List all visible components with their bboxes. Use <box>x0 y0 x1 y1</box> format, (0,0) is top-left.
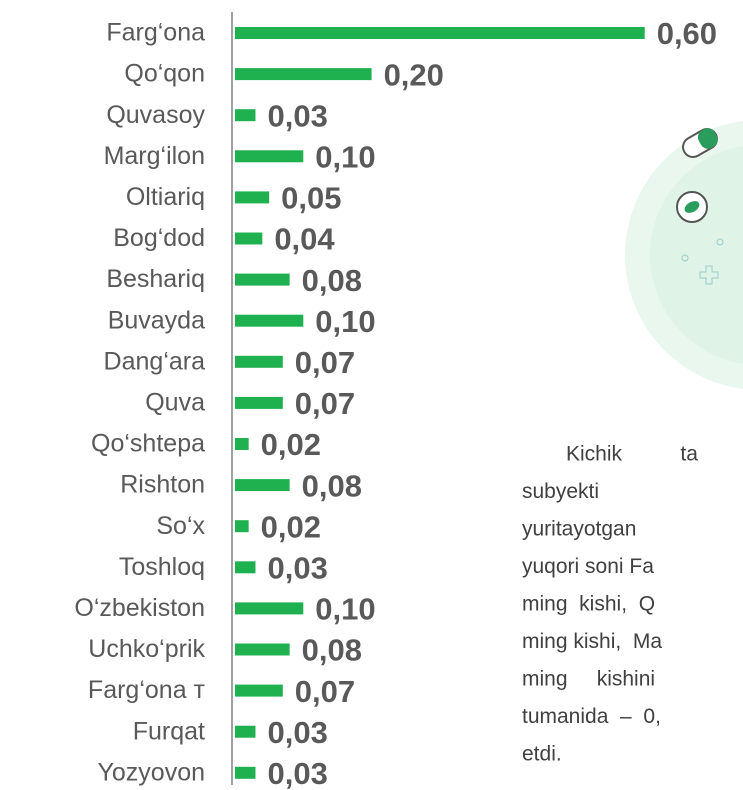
bar <box>235 273 290 286</box>
bar <box>235 355 283 368</box>
bar <box>235 314 304 327</box>
value-label: 0,08 <box>302 468 362 503</box>
value-label: 0,60 <box>657 16 717 51</box>
value-label: 0,05 <box>281 181 341 216</box>
category-label: O‘zbekiston <box>74 594 205 622</box>
bar <box>235 150 304 163</box>
bar <box>235 684 283 697</box>
category-label: Beshariq <box>106 265 205 293</box>
category-label: Bog‘dod <box>113 224 205 252</box>
bar <box>235 232 263 245</box>
category-label: Buvayda <box>108 306 205 334</box>
bar <box>235 766 256 779</box>
paragraph-line: ming kishi, Q <box>522 593 655 616</box>
illustration <box>625 121 743 389</box>
value-label: 0,07 <box>295 674 355 709</box>
paragraph-line: yuritayotgan <box>522 518 636 541</box>
category-label: Oltiariq <box>126 183 205 211</box>
category-label: So‘x <box>156 512 205 540</box>
bar <box>235 109 256 122</box>
value-label: 0,02 <box>261 427 321 462</box>
category-label: Rishton <box>120 471 205 499</box>
category-label: Farg‘ona <box>106 19 205 47</box>
bar <box>235 479 290 492</box>
value-label: 0,20 <box>384 57 444 92</box>
category-label: Toshloq <box>119 553 205 581</box>
paragraph-line: ming kishi, Ma <box>522 630 662 653</box>
category-label: Furqat <box>133 717 205 745</box>
category-label: Qo‘qon <box>124 60 205 88</box>
paragraph-line: Kichik ta <box>566 443 698 466</box>
value-label: 0,07 <box>295 386 355 421</box>
bar <box>235 68 372 81</box>
value-label: 0,02 <box>261 509 321 544</box>
value-label: 0,08 <box>302 263 362 298</box>
bar <box>235 191 270 204</box>
paragraph-line: etdi. <box>522 743 562 766</box>
bar <box>235 561 256 574</box>
bar <box>235 396 283 409</box>
bar <box>235 602 304 615</box>
value-label: 0,04 <box>274 222 335 257</box>
paragraph-line: ming kishini <box>522 668 655 691</box>
bar <box>235 438 249 450</box>
category-label: Marg‘ilon <box>104 142 205 170</box>
category-label: Farg‘ona т <box>88 676 206 704</box>
bar <box>235 643 290 656</box>
category-label: Yozyovon <box>98 758 206 786</box>
value-label: 0,03 <box>267 550 327 585</box>
value-label: 0,03 <box>267 756 327 790</box>
category-label: Uchko‘prik <box>88 635 205 663</box>
value-label: 0,03 <box>267 98 327 133</box>
category-label: Qo‘shtepa <box>91 430 205 458</box>
value-label: 0,10 <box>315 139 375 174</box>
value-label: 0,10 <box>315 592 375 627</box>
paragraph-line: tumanida – 0, <box>522 705 661 728</box>
paragraph-line: yuqori soni Fa <box>522 555 654 578</box>
bar <box>235 27 645 39</box>
bar <box>235 520 249 533</box>
value-label: 0,03 <box>267 715 327 750</box>
value-label: 0,10 <box>315 304 375 339</box>
value-label: 0,08 <box>302 633 362 668</box>
bar <box>235 725 256 738</box>
category-label: Dang‘ara <box>104 347 206 375</box>
category-label: Quvasoy <box>106 101 205 129</box>
paragraph-line: subyekti <box>522 480 599 503</box>
value-label: 0,07 <box>295 345 355 380</box>
category-label: Quva <box>145 389 205 417</box>
